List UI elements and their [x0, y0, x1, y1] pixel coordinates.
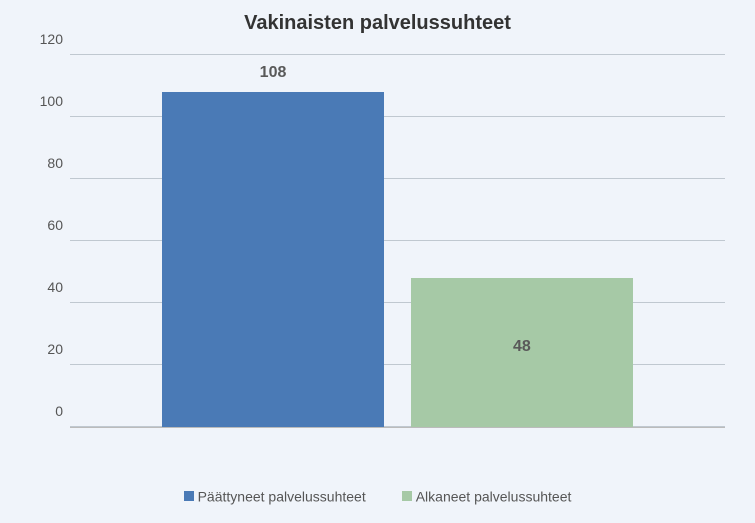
y-tick-label: 20 — [25, 341, 63, 357]
y-tick-label: 100 — [25, 93, 63, 109]
chart-container: Vakinaisten palvelussuhteet 0 20 40 60 80 100… — [0, 0, 755, 523]
bar: 108 — [162, 92, 385, 427]
y-tick-label: 80 — [25, 155, 63, 171]
bar-value-label: 48 — [411, 338, 634, 356]
y-tick-label: 60 — [25, 217, 63, 233]
y-tick-label: 120 — [25, 31, 63, 47]
plot-area: 020406080100120 10848 — [70, 55, 725, 428]
bar: 48 — [411, 278, 634, 427]
y-tick-label: 0 — [25, 403, 63, 419]
bars-group: 108 48 — [70, 55, 725, 427]
legend: Päättyneet palvelussuhteet Alkaneet palve… — [0, 487, 755, 505]
legend-label: Alkaneet palvelussuhteet — [416, 488, 572, 504]
legend-label: Päättyneet palvelussuhteet — [198, 488, 366, 504]
legend-swatch — [402, 491, 412, 501]
legend-swatch — [184, 491, 194, 501]
legend-item: Päättyneet palvelussuhteet — [184, 487, 366, 504]
y-tick-label: 40 — [25, 279, 63, 295]
legend-item: Alkaneet palvelussuhteet — [402, 487, 572, 504]
chart-title: Vakinaisten palvelussuhteet — [0, 12, 755, 35]
bar-value-label: 108 — [162, 64, 385, 82]
